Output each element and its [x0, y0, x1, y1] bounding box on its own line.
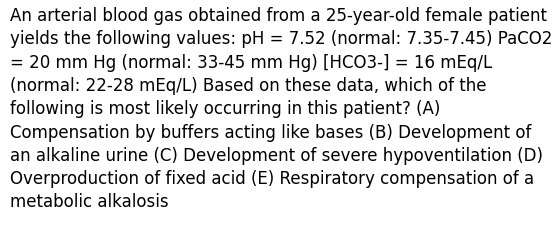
- Text: An arterial blood gas obtained from a 25-year-old female patient
yields the foll: An arterial blood gas obtained from a 25…: [10, 7, 552, 210]
